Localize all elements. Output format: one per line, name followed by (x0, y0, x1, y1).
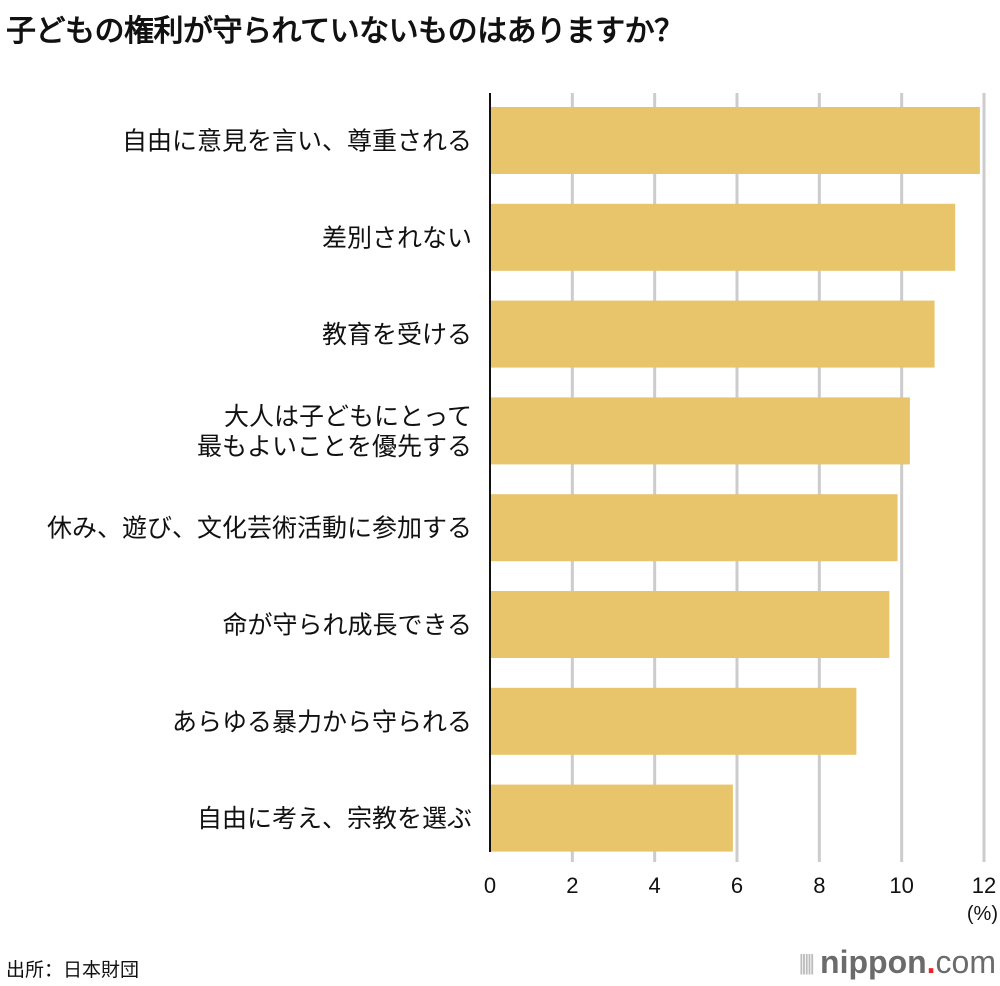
x-tick-label: 12 (972, 873, 996, 898)
bar (490, 203, 956, 271)
bar (490, 107, 980, 174)
category-label: 大人は子どもにとって (224, 402, 472, 431)
logo-com: com (935, 944, 996, 980)
bar (490, 397, 910, 465)
category-label: 最もよいことを優先する (197, 432, 472, 461)
category-label: 教育を受ける (322, 320, 472, 349)
bar (490, 300, 935, 368)
chart-title: 子どもの権利が守られていないものはありますか？ (6, 14, 684, 49)
bar (490, 687, 857, 755)
x-axis-unit-label: (%) (967, 903, 998, 925)
category-label: あらゆる暴力から守られる (172, 707, 472, 736)
x-tick-label: 6 (731, 873, 743, 898)
category-label: 差別されない (322, 223, 472, 252)
bar (490, 784, 733, 852)
logo-dot: . (926, 944, 936, 980)
category-label: 自由に意見を言い、尊重される (122, 127, 472, 156)
source-note: 出所：日本財団 (6, 959, 140, 981)
nippon-logo: ||||| nippon. com (798, 944, 996, 981)
logo-bars-icon: ||||| (798, 949, 814, 975)
x-tick-label: 10 (889, 873, 913, 898)
category-label: 休み、遊び、文化芸術活動に参加する (47, 514, 472, 543)
x-tick-label: 2 (566, 873, 578, 898)
x-tick-label: 8 (813, 873, 825, 898)
bar (490, 591, 890, 658)
x-tick-label: 0 (484, 873, 496, 898)
bar (490, 494, 898, 562)
category-label: 命が守られ成長できる (222, 611, 472, 640)
bar-chart: 0 2 4 6 8 10 12 (%) 自由に意見を言い、尊重される差別されない教育を受ける大人… (47, 93, 998, 925)
logo-brand: nippon (820, 944, 927, 980)
category-label: 自由に考え、宗教を選ぶ (197, 804, 472, 833)
x-tick-label: 4 (649, 873, 661, 898)
